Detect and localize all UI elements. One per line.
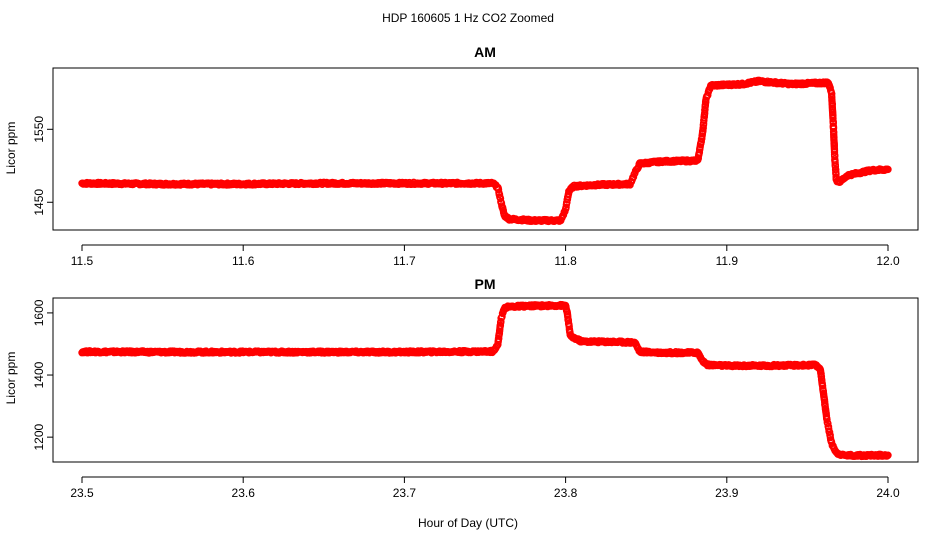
pm-x-tick-label: 23.5 <box>70 486 94 500</box>
pm-panel-title: PM <box>475 276 496 292</box>
pm-data-point <box>823 415 831 424</box>
pm-y-tick-label: 1200 <box>32 423 46 450</box>
pm-x-tick-label: 23.8 <box>554 486 578 500</box>
pm-x-tick-label: 23.7 <box>393 486 417 500</box>
am-data-point <box>830 148 839 156</box>
am-y-tick-label: 1550 <box>32 116 46 143</box>
pm-plot-frame <box>52 297 919 463</box>
pm-panel: PM Licor ppm 23.5 23.6 23.7 23.8 23.9 24.0 12… <box>4 276 919 500</box>
am-x-tick-label: 11.8 <box>554 254 577 268</box>
am-data-point <box>701 105 709 114</box>
am-x-tick-label: 11.6 <box>232 254 255 268</box>
am-y-axis-label: Licor ppm <box>4 122 18 175</box>
pm-data-point <box>824 419 832 428</box>
x-axis-label: Hour of Day (UTC) <box>418 516 518 530</box>
am-x-tick-label: 11.5 <box>71 254 94 268</box>
pm-y-tick-label: 1600 <box>32 299 46 326</box>
pm-y-axis-label: Licor ppm <box>4 352 18 405</box>
am-data-point <box>884 165 892 174</box>
am-data-point <box>496 194 505 203</box>
am-x-tick-label: 12.0 <box>876 254 900 268</box>
am-data-point <box>829 114 837 123</box>
am-plot-frame <box>52 67 919 231</box>
pm-data-point <box>497 317 505 326</box>
am-series <box>78 76 892 226</box>
am-x-tick-label: 11.7 <box>393 254 416 268</box>
pm-x-tick-label: 23.9 <box>715 486 739 500</box>
am-panel-title: AM <box>474 44 496 60</box>
pm-y-tick-label: 1400 <box>32 361 46 388</box>
pm-series <box>78 300 892 461</box>
am-y-tick-label: 1450 <box>32 189 46 216</box>
am-data-point <box>494 185 503 194</box>
am-data-point <box>562 203 570 212</box>
am-data-point <box>832 165 840 174</box>
am-panel: AM Licor ppm 11.5 11.6 11.7 11.8 11.9 12.0 14… <box>4 44 919 268</box>
pm-x-tick-label: 23.6 <box>232 486 256 500</box>
pm-data-point <box>884 451 892 459</box>
pm-x-tick-label: 24.0 <box>876 486 900 500</box>
figure-title: HDP 160605 1 Hz CO2 Zoomed <box>382 11 554 25</box>
am-x-tick-label: 11.9 <box>716 254 739 268</box>
